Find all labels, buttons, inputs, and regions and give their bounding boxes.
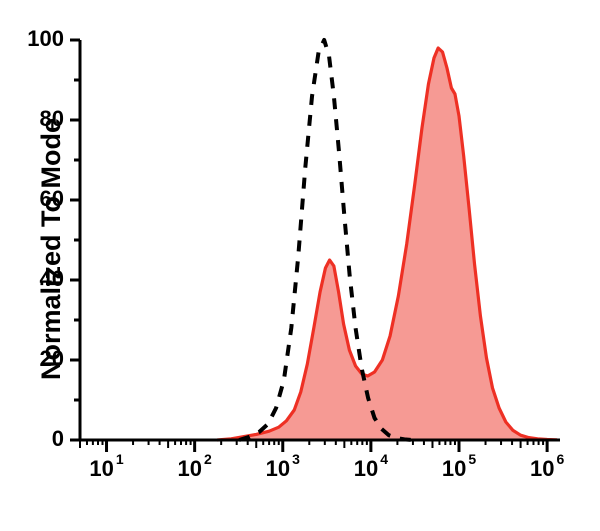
y-tick-label: 0 (52, 426, 64, 451)
histogram-plot: 020406080100101102103104105106 (0, 0, 600, 531)
x-tick-label: 105 (442, 451, 476, 481)
y-tick-label: 100 (27, 26, 64, 51)
x-tick-label: 102 (178, 451, 212, 481)
x-tick-label: 106 (530, 451, 564, 481)
y-axis-label: Normalized To Mode (36, 118, 67, 380)
x-tick-label: 103 (266, 451, 300, 481)
stained-histogram-fill (217, 48, 557, 440)
x-tick-label: 101 (89, 451, 123, 481)
x-tick-label: 104 (354, 451, 388, 481)
